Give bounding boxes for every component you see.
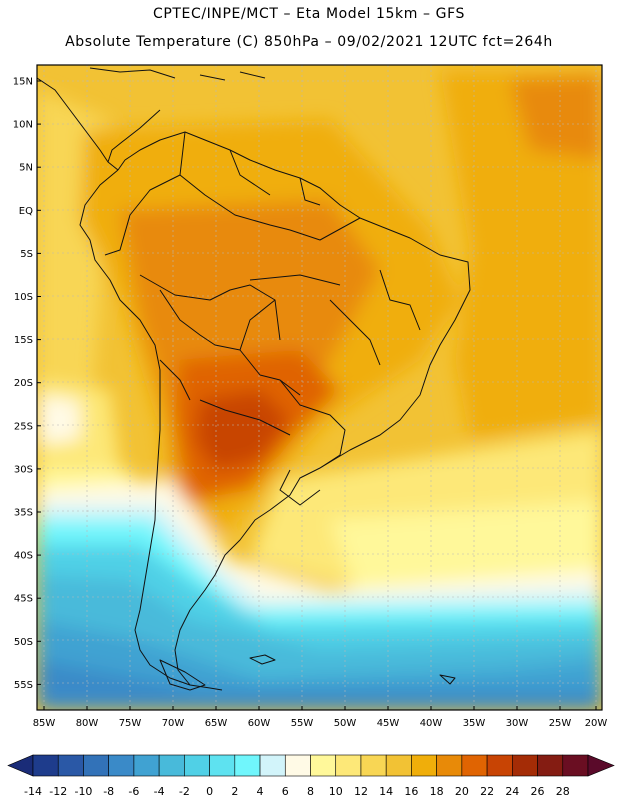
colorbar-label: 20	[455, 785, 469, 798]
lat-label: 10N	[13, 120, 33, 131]
colorbar-over-arrow	[587, 754, 615, 777]
colorbar-swatch	[537, 754, 564, 777]
colorbar-swatch	[209, 754, 236, 777]
lon-label: 80W	[76, 718, 99, 729]
colorbar-swatch	[562, 754, 589, 777]
colorbar-label: -12	[49, 785, 67, 798]
colorbar-swatch	[310, 754, 337, 777]
lon-label: 60W	[248, 718, 271, 729]
colorbar-swatch	[57, 754, 84, 777]
colorbar-label: -4	[154, 785, 165, 798]
colorbar-label: 14	[379, 785, 393, 798]
colorbar-swatch	[411, 754, 437, 777]
colorbar-swatch	[360, 754, 387, 777]
colorbar-label: 12	[354, 785, 368, 798]
colorbar-swatch	[32, 754, 59, 777]
lon-label: 45W	[377, 718, 400, 729]
colorbar-swatch	[83, 754, 109, 777]
colorbar-under-arrow	[7, 754, 34, 777]
lon-label: 65W	[205, 718, 228, 729]
colorbar-swatch	[436, 754, 463, 777]
lat-label: 15N	[13, 77, 33, 88]
colorbar-label: -14	[24, 785, 42, 798]
colorbar-swatch	[108, 754, 135, 777]
colorbar-swatch	[486, 754, 513, 777]
lon-label: 50W	[334, 718, 357, 729]
colorbar-label: 2	[231, 785, 238, 798]
lon-label: 75W	[119, 718, 142, 729]
colorbar-label: 6	[282, 785, 289, 798]
lat-label: 45S	[14, 594, 33, 605]
colorbar-label: 28	[556, 785, 570, 798]
title-line-2: Absolute Temperature (C) 850hPa – 09/02/…	[65, 34, 553, 50]
colorbar-swatch	[335, 754, 362, 777]
lat-label: EQ	[19, 206, 33, 217]
map-frame	[36, 64, 603, 711]
lon-label: 40W	[420, 718, 443, 729]
temperature-field	[37, 65, 602, 710]
colorbar: -14 -12 -10 -8 -6 -4 -2 0 2 4 6 8 10 12 14 16 18 20 22 24 26…	[7, 754, 615, 798]
colorbar-label: -10	[74, 785, 92, 798]
lat-label: 20S	[14, 378, 33, 389]
lat-label: 10S	[14, 292, 33, 303]
lon-label: 35W	[463, 718, 486, 729]
title-line-1: CPTEC/INPE/MCT – Eta Model 15km – GFS	[152, 6, 466, 22]
colorbar-label: 22	[480, 785, 494, 798]
graticule	[37, 65, 602, 710]
coastlines	[37, 67, 471, 691]
colorbar-swatch	[284, 754, 311, 777]
lat-label: 30S	[14, 464, 33, 475]
colorbar-label: -2	[179, 785, 190, 798]
colorbar-swatch	[385, 754, 412, 777]
colorbar-label: 16	[404, 785, 418, 798]
colorbar-label: 0	[206, 785, 213, 798]
latitude-labels: 15N 10N 5N EQ 5S 10S 15S 20S 25S 30S 35S 40S 45S 50S 5…	[13, 77, 41, 691]
lon-label: 70W	[162, 718, 185, 729]
colorbar-swatch	[512, 754, 538, 777]
lat-label: 5N	[19, 163, 33, 174]
colorbar-swatch	[184, 754, 210, 777]
colorbar-label: 4	[257, 785, 264, 798]
lon-label: 20W	[585, 718, 608, 729]
colorbar-swatch	[259, 754, 286, 777]
colorbar-label: -8	[103, 785, 114, 798]
colorbar-label: 10	[329, 785, 343, 798]
colorbar-swatch	[234, 754, 261, 777]
lat-label: 35S	[14, 508, 33, 519]
lat-label: 15S	[14, 335, 33, 346]
lat-label: 50S	[14, 637, 33, 648]
lon-label: 55W	[291, 718, 314, 729]
colorbar-swatch	[461, 754, 488, 777]
colorbar-swatch	[158, 754, 185, 777]
lon-label: 25W	[549, 718, 572, 729]
lat-label: 25S	[14, 421, 33, 432]
lat-label: 40S	[14, 551, 33, 562]
colorbar-label: -6	[128, 785, 139, 798]
colorbar-swatch	[133, 754, 160, 777]
lat-label: 55S	[14, 680, 33, 691]
colorbar-label: 8	[307, 785, 314, 798]
colorbar-label: 24	[505, 785, 519, 798]
colorbar-label: 18	[430, 785, 444, 798]
lat-label: 5S	[20, 249, 33, 260]
lon-label: 30W	[506, 718, 529, 729]
colorbar-label: 26	[531, 785, 545, 798]
lon-label: 85W	[33, 718, 56, 729]
longitude-labels: 85W 80W 75W 70W 65W 60W 55W 50W 45W 40W 35W 30W 25W 2…	[33, 706, 608, 729]
